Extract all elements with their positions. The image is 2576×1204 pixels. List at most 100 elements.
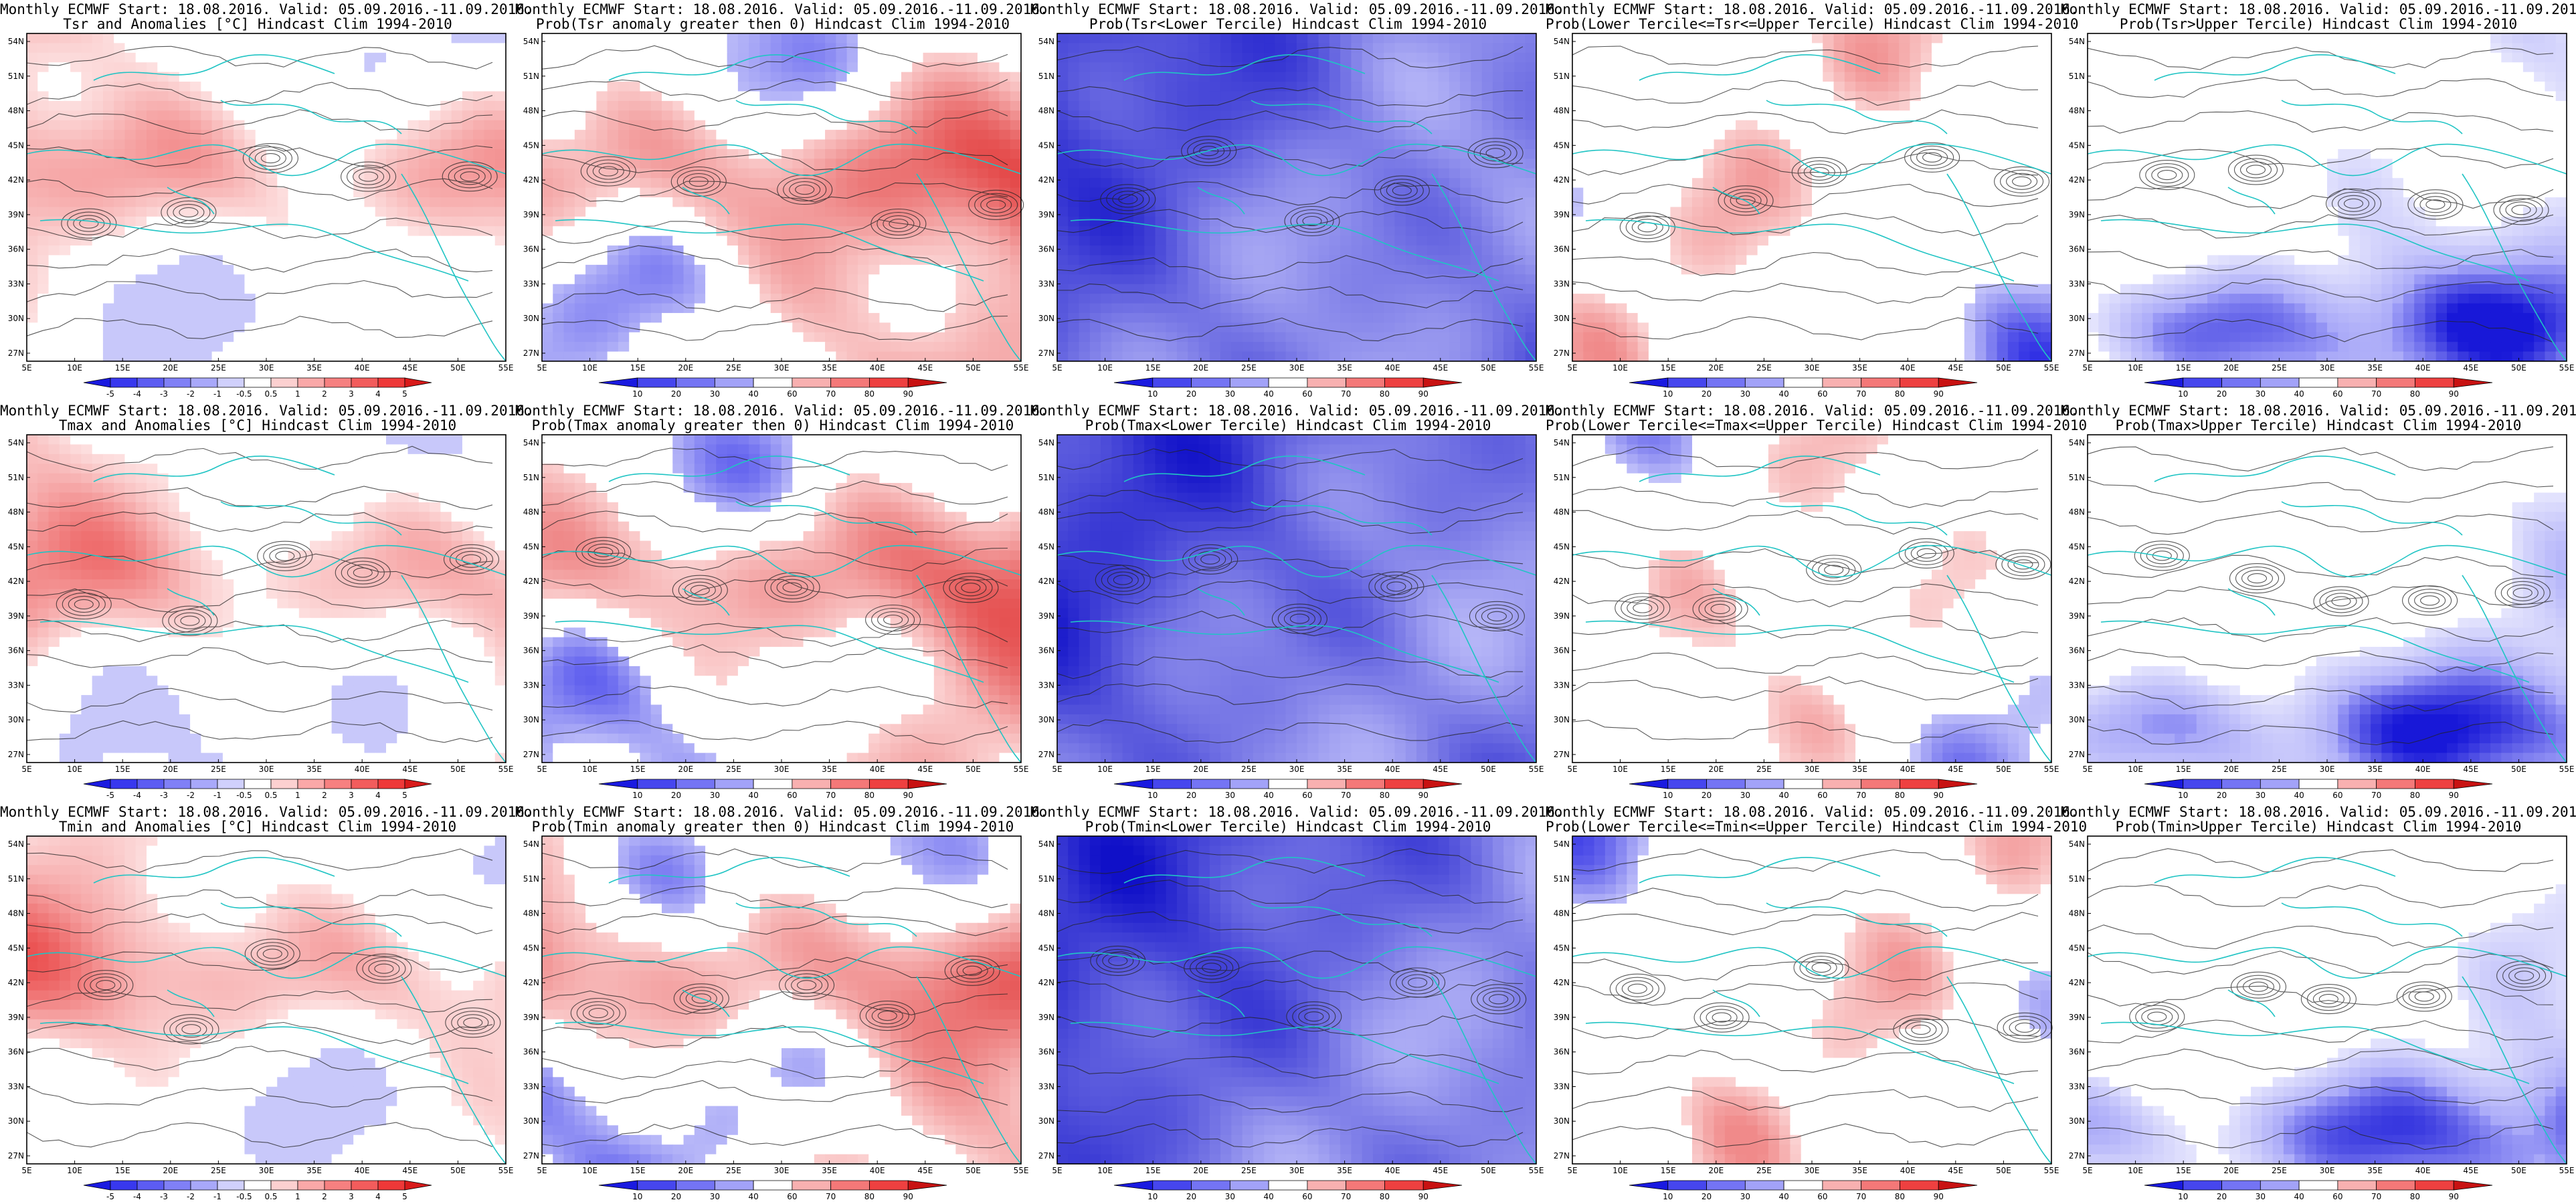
latitude-label: 45N [8,943,24,952]
longitude-label: 45E [402,363,418,373]
longitude-label: 40E [1900,363,1916,373]
coastline [2154,54,2396,81]
contour-ring [1621,596,1665,620]
coastline [1056,946,1537,979]
longitude-label: 50E [450,765,466,774]
longitude-label: 30E [1289,363,1305,373]
contour-ring [1893,1014,1949,1045]
contour-ring [1704,600,1736,617]
colorbar-tick-label: -3 [160,791,168,800]
contour-ring [2337,195,2370,212]
contour-ring [2514,971,2535,981]
contour-line [2087,446,2554,472]
contour-ring [1380,578,1412,595]
coastlines-borders [541,857,1022,1165]
contour-line [2087,555,2554,578]
longitude-label: 5E [537,1166,547,1175]
longitude-label: 45E [1948,765,1963,774]
colorbar-segment [2415,779,2454,789]
panel-title: Prob(Tsr>Upper Tercile) Hindcast Clim 19… [2061,16,2576,32]
contour-ring [2003,1015,2047,1039]
contour-ring [1797,160,1841,184]
contour-ring [2012,176,2032,187]
contour-line [1056,656,1524,680]
contour-ring [1631,219,1663,236]
colorbar-tick-label: -4 [133,791,141,800]
colorbar-segment [869,779,909,789]
latitude-label: 27N [2069,1151,2085,1161]
longitude-label: 15E [115,765,130,774]
colorbar-segment [1900,1180,1939,1191]
coastline [2281,501,2463,536]
contour-ring [1724,189,1768,213]
coastline [1946,976,2052,1165]
coastline [1070,219,1499,282]
map-panel: Monthly ECMWF Start: 18.08.2016. Valid: … [1030,0,1564,401]
panel-header-line: Monthly ECMWF Start: 18.08.2016. Valid: … [1546,1,2079,17]
colorbar-segment [1822,779,1862,789]
contour-ring [181,1024,201,1035]
shaded-field [1572,836,2052,1165]
contour-ring [2505,201,2537,219]
latitude-label: 54N [1038,37,1054,46]
colorbar-segment [1268,779,1308,789]
contour-ring [1706,1009,1738,1026]
colorbar-segment [1422,377,1463,388]
contour-ring [2512,587,2533,598]
contour-ring [168,609,212,633]
longitude-label: 10E [582,1166,597,1175]
contour-ring [1904,142,1960,173]
shaded-field [27,33,507,362]
contour-ring [2499,198,2543,222]
contour-ring [2511,205,2531,215]
latitude-label: 54N [523,438,539,447]
contour-ring [1374,575,1418,599]
contour-ring [576,1001,620,1025]
coastline [682,989,730,1017]
latitude-label: 30N [2069,314,2085,323]
colorbar-tick-label: 2 [322,791,327,800]
contour-ring [1997,1012,2053,1043]
colorbar-segment [190,377,218,388]
coastline [1766,902,1948,937]
contour-line [1056,1054,1524,1079]
coastline [1572,946,2052,979]
longitude-label: 50E [1996,363,2011,373]
colorbar-segment [598,779,638,789]
contour-ring [2331,596,2351,607]
contour-ring [1693,1002,1750,1033]
panel-title: Tsr and Anomalies [°C] Hindcast Clim 199… [0,16,515,32]
longitude-label: 45E [917,363,933,373]
latitude-label: 42N [1038,978,1054,987]
contour-ring [673,983,729,1014]
coastline [1431,976,1537,1165]
latitude-label: 54N [2069,438,2085,447]
contour-ring [1402,974,1434,991]
contour-line [26,445,493,472]
contour-ring [457,1014,489,1031]
latitude-label: 36N [2069,646,2085,656]
colorbar: 10 20 30 40 60 70 80 90 [2144,377,2493,399]
contour-ring [1469,601,1525,631]
contour-ring [167,200,211,224]
colorbar-segment [598,1180,638,1191]
coastlines-borders [26,54,507,362]
contour-ring [1292,1005,1336,1029]
longitude-label: 40E [355,765,370,774]
longitude-label: 10E [1613,1166,1628,1175]
contour-ring [770,575,814,599]
latitude-label: 30N [1038,314,1054,323]
contour-ring [974,193,1018,217]
colorbar-tick-label: 60 [787,1192,797,1201]
latitude-label: 30N [1038,715,1054,724]
colorbar-segment [217,1180,245,1191]
contour-line [1056,1123,1524,1148]
colorbar-tick-label: 4 [375,389,381,399]
panel-header-line: Monthly ECMWF Start: 18.08.2016. Valid: … [1546,403,2079,419]
contour-ring [68,595,100,613]
latitude-label: 27N [8,1151,24,1161]
colorbar-segment [244,779,272,789]
contour-ring [943,573,999,603]
